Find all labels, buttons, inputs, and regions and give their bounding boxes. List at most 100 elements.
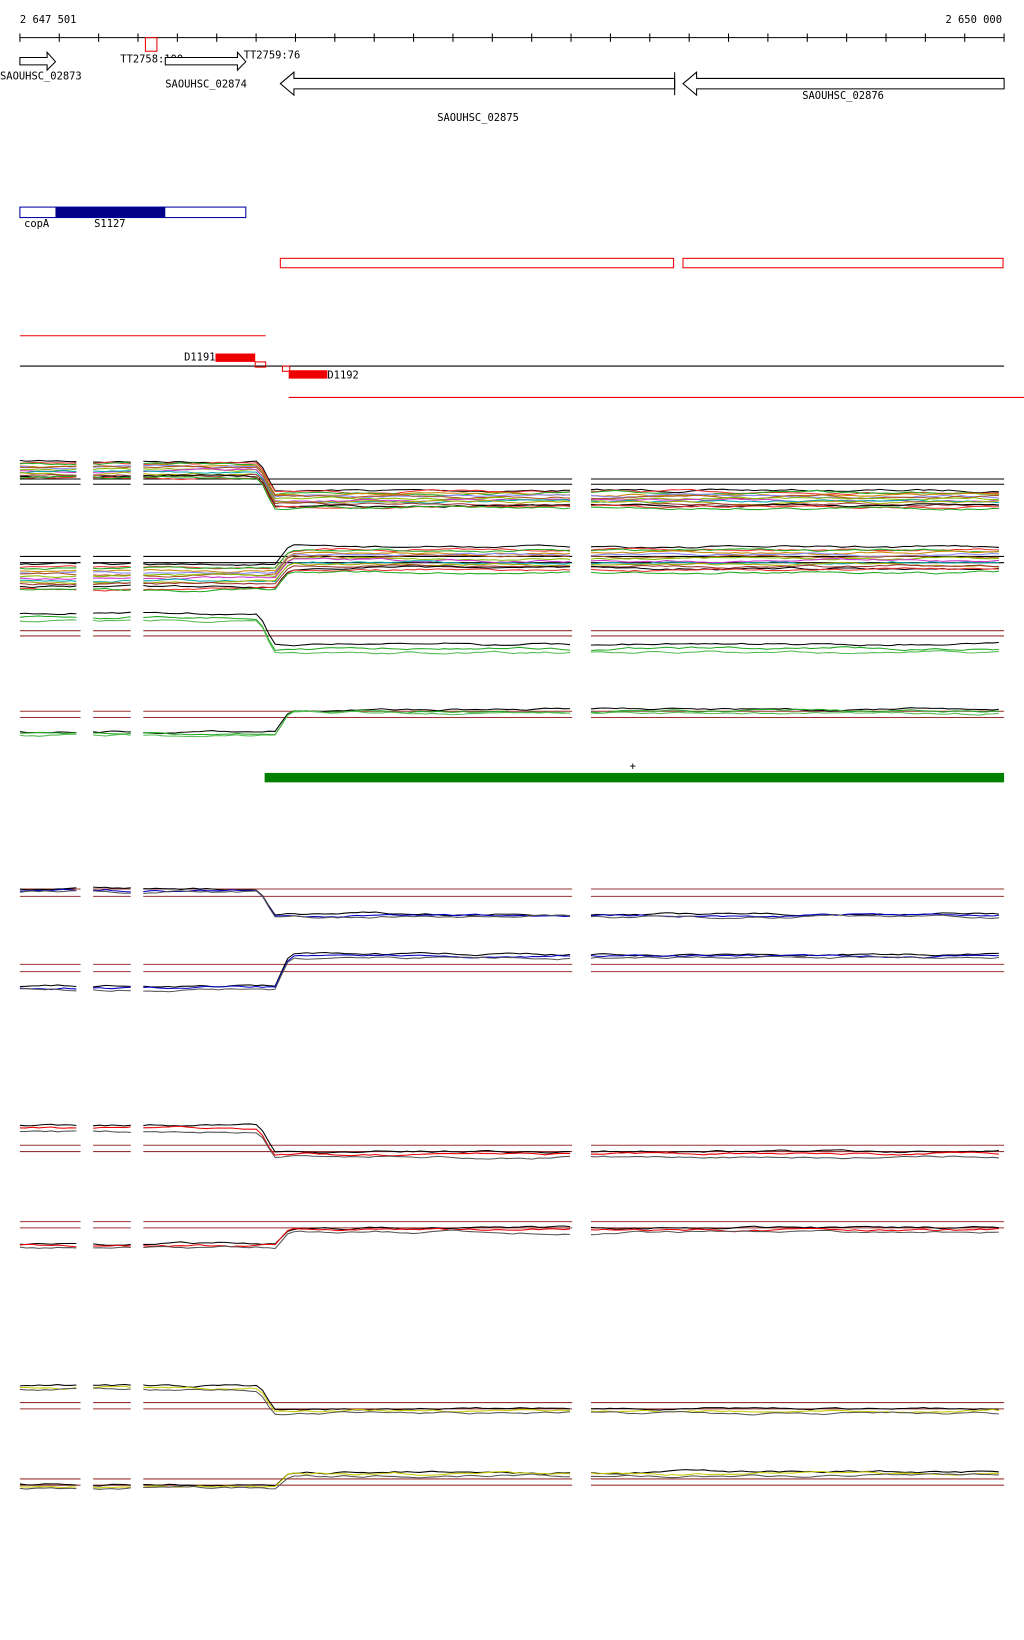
signal-trace [143,889,571,918]
signal-trace [590,500,999,506]
signal-trace [590,561,999,566]
signal-trace [93,886,131,889]
signal-trace [93,571,131,574]
signal-trace [19,469,77,474]
signal-trace [19,1246,77,1249]
signal-trace [143,564,571,585]
signal-trace [93,467,131,470]
terminator-label: TT2758:100 [120,54,183,66]
ruler-start: 2 647 501 [20,14,77,26]
signal-trace [93,989,131,992]
signal-trace [93,889,131,893]
signal-trace [143,552,571,575]
signal-trace [590,564,999,570]
signal-trace [93,562,131,566]
signal-trace [93,579,131,583]
signal-trace [143,1131,571,1160]
region-box [254,361,267,368]
signal-trace [93,577,131,579]
signal-trace [19,465,77,469]
signal-trace [93,733,131,737]
signal-trace [590,1225,999,1230]
signal-trace [590,953,999,959]
gene-label: SAOUHSC_02876 [802,90,884,102]
signal-trace [590,544,999,549]
signal-trace [590,494,999,500]
signal-trace [590,1151,999,1156]
signal-trace [590,1227,999,1233]
signal-trace [590,641,999,647]
terminator-label: TT2759:76 [244,49,301,61]
signal-trace [19,579,77,582]
signal-trace [143,1229,571,1250]
signal-trace [143,1388,571,1416]
signal-trace [93,565,131,568]
signal-trace [93,471,131,476]
signal-trace [143,473,571,507]
signal-trace [590,1469,999,1475]
signal-trace [93,582,131,585]
signal-trace [19,582,77,586]
signal-trace [590,646,999,652]
signal-trace [93,584,131,588]
region-label: D1192 [327,369,358,381]
signal-trace [19,572,77,576]
region-label: D1191 [184,352,215,364]
signal-trace [590,1472,999,1479]
signal-trace [93,569,131,572]
signal-tracks [19,459,1005,1490]
signal-trace [19,468,77,471]
signal-trace [93,1244,131,1247]
signal-trace [93,1383,131,1387]
gene-label: SAOUHSC_02873 [0,70,82,82]
signal-trace [143,954,571,990]
srna-label: S1127 [94,218,125,230]
signal-trace [93,1486,131,1489]
signal-trace [19,565,77,568]
signal-trace [19,619,77,623]
signal-trace [93,1243,131,1246]
signal-trace [590,496,999,501]
signal-trace [590,504,999,510]
signal-trace [19,1130,77,1133]
signal-trace [93,461,131,465]
signal-trace [19,1387,77,1391]
signal-trace [19,1123,77,1127]
signal-trace [19,588,77,591]
signal-trace [143,611,571,647]
signal-trace [93,730,131,734]
signal-trace [93,619,131,622]
signal-trace [143,470,571,504]
signal-trace [19,585,77,589]
signal-trace [93,465,131,469]
region-fill [288,370,328,379]
signal-trace [143,547,571,570]
signal-trace [93,984,131,988]
signal-trace [590,554,999,560]
signal-trace [19,581,77,584]
signal-trace [143,462,571,497]
signal-trace [143,1470,571,1488]
signal-trace [590,1406,999,1411]
signal-trace [93,1483,131,1487]
signal-trace [143,1225,571,1245]
signal-trace [19,733,77,737]
signal-trace [143,619,571,655]
signal-trace [93,616,131,620]
signal-trace [590,548,999,553]
signal-trace [93,476,131,480]
signal-trace [93,461,131,466]
strand-bar [264,772,1005,783]
ruler-end: 2 650 000 [945,14,1002,26]
signal-trace [590,552,999,558]
signal-trace [143,467,571,503]
signal-trace [143,465,571,500]
signal-trace [93,1126,131,1129]
gene-arrow [164,50,247,72]
signal-trace [93,587,131,592]
signal-trace [590,556,999,561]
signal-trace [19,731,77,735]
signal-trace [590,489,999,496]
region-box [279,257,675,269]
